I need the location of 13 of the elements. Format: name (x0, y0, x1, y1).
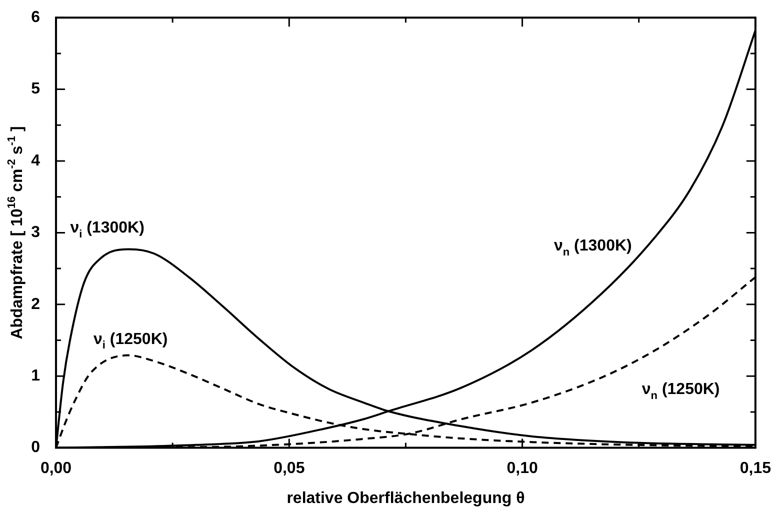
x-tick-label: 0,15 (740, 460, 772, 477)
y-tick-label: 0 (31, 439, 40, 456)
x-tick-label: 0,05 (274, 460, 305, 477)
y-tick-label: 1 (31, 368, 40, 385)
x-tick-label: 0,00 (40, 460, 72, 477)
x-tick-label: 0,10 (506, 460, 538, 477)
y-tick-label: 4 (31, 152, 40, 170)
y-tick-label: 5 (31, 80, 40, 98)
y-tick-label: 3 (31, 224, 40, 242)
y-tick-label: 6 (31, 9, 40, 26)
x-axis-title: relative Oberflächenbelegung θ (286, 490, 525, 507)
y-axis-title: Abdampfrate [ 1016 cm-2 s-1 ] (6, 126, 26, 340)
y-tick-label: 2 (31, 296, 40, 313)
